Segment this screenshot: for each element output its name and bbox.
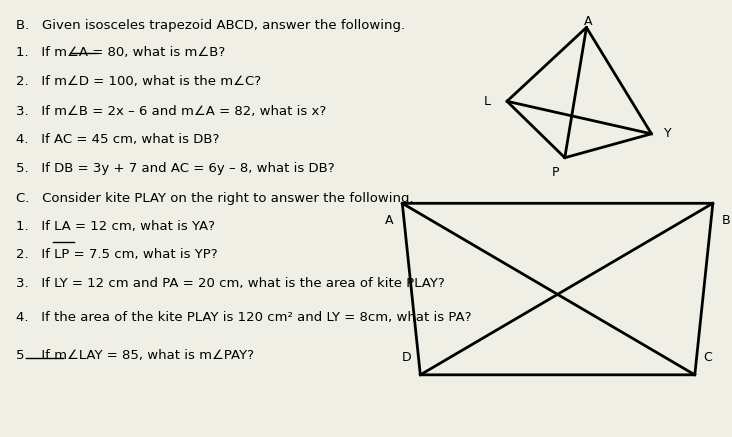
Text: L: L (484, 95, 491, 108)
Text: D: D (402, 351, 411, 364)
Text: 5.   If DB = 3y + 7 and AC = 6y – 8, what is DB?: 5. If DB = 3y + 7 and AC = 6y – 8, what … (16, 162, 335, 175)
Text: B.   Given isosceles trapezoid ABCD, answer the following.: B. Given isosceles trapezoid ABCD, answe… (16, 19, 405, 32)
Text: P: P (551, 166, 559, 180)
Text: 4.   If AC = 45 cm, what is DB?: 4. If AC = 45 cm, what is DB? (16, 132, 219, 146)
Text: C: C (703, 351, 712, 364)
Text: C.   Consider kite PLAY on the right to answer the following.: C. Consider kite PLAY on the right to an… (16, 192, 414, 205)
Text: 2.   If LP = 7.5 cm, what is YP?: 2. If LP = 7.5 cm, what is YP? (16, 248, 217, 261)
Text: A: A (385, 214, 394, 227)
Text: A: A (583, 15, 592, 28)
Text: 3.   If m∠B = 2x – 6 and m∠A = 82, what is x?: 3. If m∠B = 2x – 6 and m∠A = 82, what is… (16, 105, 326, 118)
Text: 1.   If m∠A = 80, what is m∠B?: 1. If m∠A = 80, what is m∠B? (16, 46, 225, 59)
Text: B: B (722, 214, 730, 227)
Text: 5.   If m∠LAY = 85, what is m∠PAY?: 5. If m∠LAY = 85, what is m∠PAY? (16, 349, 254, 362)
Text: 2.   If m∠D = 100, what is the m∠C?: 2. If m∠D = 100, what is the m∠C? (16, 75, 261, 88)
Text: 3.   If LY = 12 cm and PA = 20 cm, what is the area of kite PLAY?: 3. If LY = 12 cm and PA = 20 cm, what is… (16, 277, 444, 290)
Text: 4.   If the area of the kite PLAY is 120 cm² and LY = 8cm, what is PA?: 4. If the area of the kite PLAY is 120 c… (16, 311, 471, 323)
Text: 1.   If LA = 12 cm, what is YA?: 1. If LA = 12 cm, what is YA? (16, 220, 214, 233)
Text: Y: Y (665, 127, 672, 140)
